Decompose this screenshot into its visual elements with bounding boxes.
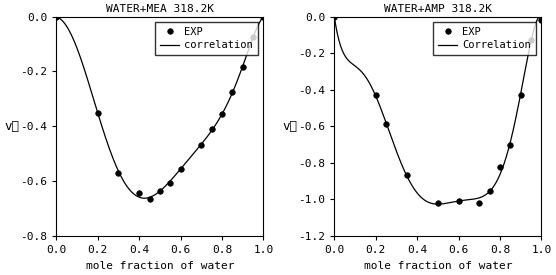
EXP [240, 66, 246, 69]
correlation [177, 168, 183, 171]
EXP [167, 181, 173, 184]
correlation [141, 197, 148, 200]
EXP [486, 189, 493, 193]
Correlation [455, 199, 461, 203]
EXP [518, 94, 524, 97]
X-axis label: mole fraction of water: mole fraction of water [364, 260, 512, 271]
correlation [153, 192, 160, 196]
Y-axis label: vᴇ: vᴇ [282, 120, 297, 133]
EXP [229, 90, 236, 94]
correlation [260, 15, 267, 18]
correlation [166, 181, 172, 184]
EXP [528, 39, 534, 42]
EXP [383, 123, 389, 126]
Line: EXP: EXP [53, 14, 266, 202]
X-axis label: mole fraction of water: mole fraction of water [86, 260, 234, 271]
EXP [95, 111, 101, 114]
correlation [53, 15, 59, 18]
EXP [177, 167, 184, 170]
EXP [331, 15, 337, 18]
Line: EXP: EXP [331, 14, 544, 206]
correlation [256, 22, 262, 26]
correlation [223, 104, 230, 107]
EXP [198, 144, 205, 147]
Legend: EXP, Correlation: EXP, Correlation [433, 22, 536, 55]
correlation [152, 193, 158, 196]
EXP [146, 197, 153, 200]
EXP [53, 15, 59, 18]
Line: correlation: correlation [56, 16, 264, 198]
Correlation [537, 15, 544, 18]
EXP [497, 165, 503, 168]
Correlation [434, 202, 441, 206]
EXP [219, 112, 225, 115]
EXP [208, 127, 215, 131]
EXP [250, 35, 256, 39]
Title: WATER+MEA 318.2K: WATER+MEA 318.2K [106, 4, 214, 15]
EXP [435, 201, 441, 205]
EXP [260, 15, 267, 18]
Title: WATER+AMP 318.2K: WATER+AMP 318.2K [384, 4, 492, 15]
EXP [455, 200, 462, 203]
Correlation [430, 202, 437, 205]
EXP [115, 171, 122, 175]
Correlation [429, 202, 436, 205]
Correlation [501, 161, 508, 164]
Correlation [538, 15, 545, 18]
EXP [538, 19, 545, 22]
Correlation [331, 15, 337, 18]
EXP [373, 94, 379, 97]
EXP [157, 189, 163, 192]
EXP [507, 143, 514, 146]
Correlation [534, 19, 540, 22]
Correlation [444, 202, 450, 205]
EXP [476, 201, 483, 205]
EXP [136, 192, 142, 195]
Y-axis label: vᴇ: vᴇ [4, 120, 19, 133]
Line: Correlation: Correlation [334, 16, 542, 204]
Legend: EXP, correlation: EXP, correlation [155, 22, 258, 55]
EXP [404, 173, 410, 176]
